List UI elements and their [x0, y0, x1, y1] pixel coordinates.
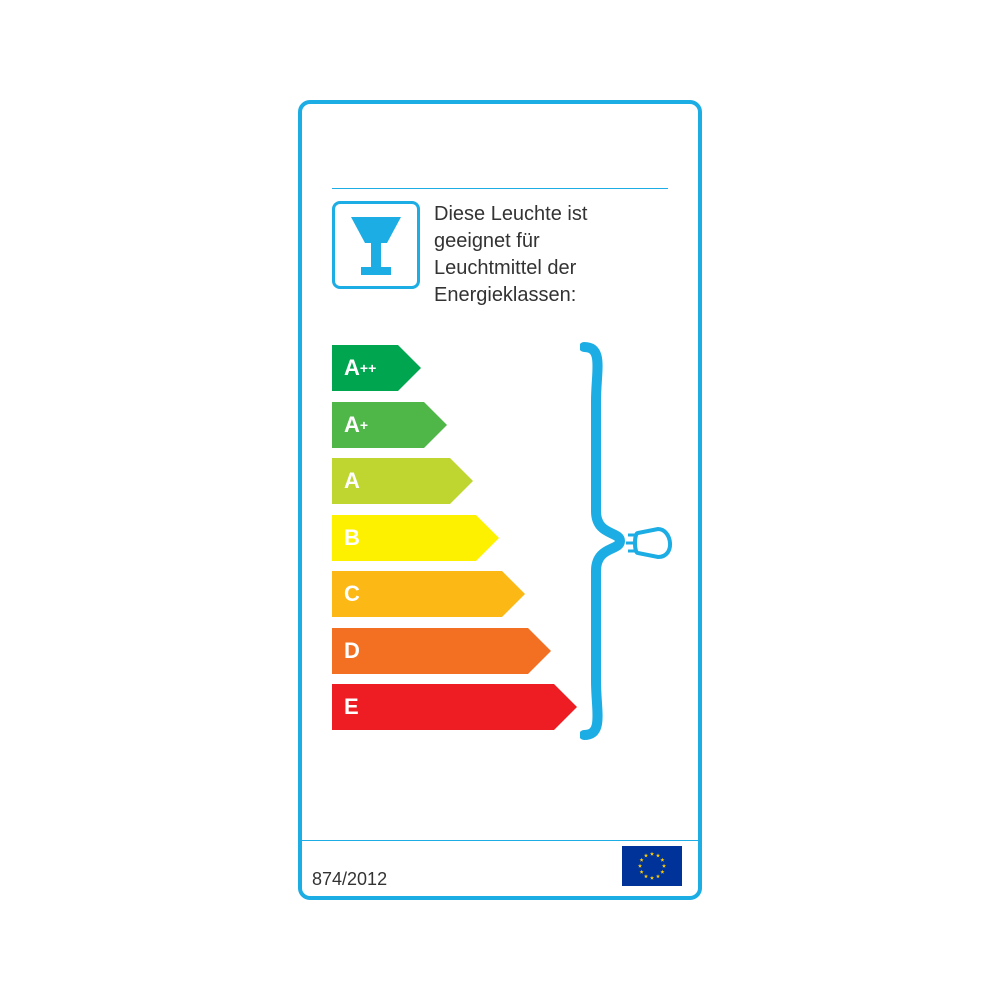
- regulation-number: 874/2012: [312, 869, 387, 890]
- brace-icon: [580, 341, 630, 741]
- energy-class-arrow: A++: [332, 345, 398, 391]
- arrow-head: [476, 515, 499, 561]
- info-line-1: Diese Leuchte ist: [434, 201, 587, 228]
- info-row: Diese Leuchte ist geeignet für Leuchtmit…: [302, 189, 698, 309]
- header-blank: [302, 104, 698, 188]
- energy-class-chart: A++ A+ ABCDE: [302, 345, 698, 745]
- arrow-head: [450, 458, 473, 504]
- energy-label-frame: Diese Leuchte ist geeignet für Leuchtmit…: [298, 100, 702, 900]
- energy-class-arrow: A+: [332, 402, 424, 448]
- bulb-icon: [624, 521, 676, 565]
- arrow-head: [398, 345, 421, 391]
- energy-class-arrow: E: [332, 684, 554, 730]
- info-line-4: Energieklassen:: [434, 282, 587, 309]
- energy-class-row: C: [332, 571, 698, 617]
- lamp-icon-box: [332, 201, 420, 289]
- energy-class-row: E: [332, 684, 698, 730]
- arrow-head: [528, 628, 551, 674]
- arrow-head: [554, 684, 577, 730]
- info-text: Diese Leuchte ist geeignet für Leuchtmit…: [434, 201, 587, 309]
- eu-flag: [622, 846, 682, 886]
- eu-flag-stars: [622, 846, 682, 886]
- energy-class-row: A: [332, 458, 698, 504]
- energy-class-arrow: C: [332, 571, 502, 617]
- energy-class-row: D: [332, 628, 698, 674]
- arrow-head: [424, 402, 447, 448]
- energy-class-row: A+: [332, 402, 698, 448]
- info-line-3: Leuchtmittel der: [434, 255, 587, 282]
- energy-class-arrow: D: [332, 628, 528, 674]
- energy-class-arrow: B: [332, 515, 476, 561]
- footer: 874/2012: [302, 840, 698, 896]
- energy-class-row: A++: [332, 345, 698, 391]
- energy-class-arrow: A: [332, 458, 450, 504]
- info-line-2: geeignet für: [434, 228, 587, 255]
- arrow-head: [502, 571, 525, 617]
- lamp-icon: [347, 213, 405, 277]
